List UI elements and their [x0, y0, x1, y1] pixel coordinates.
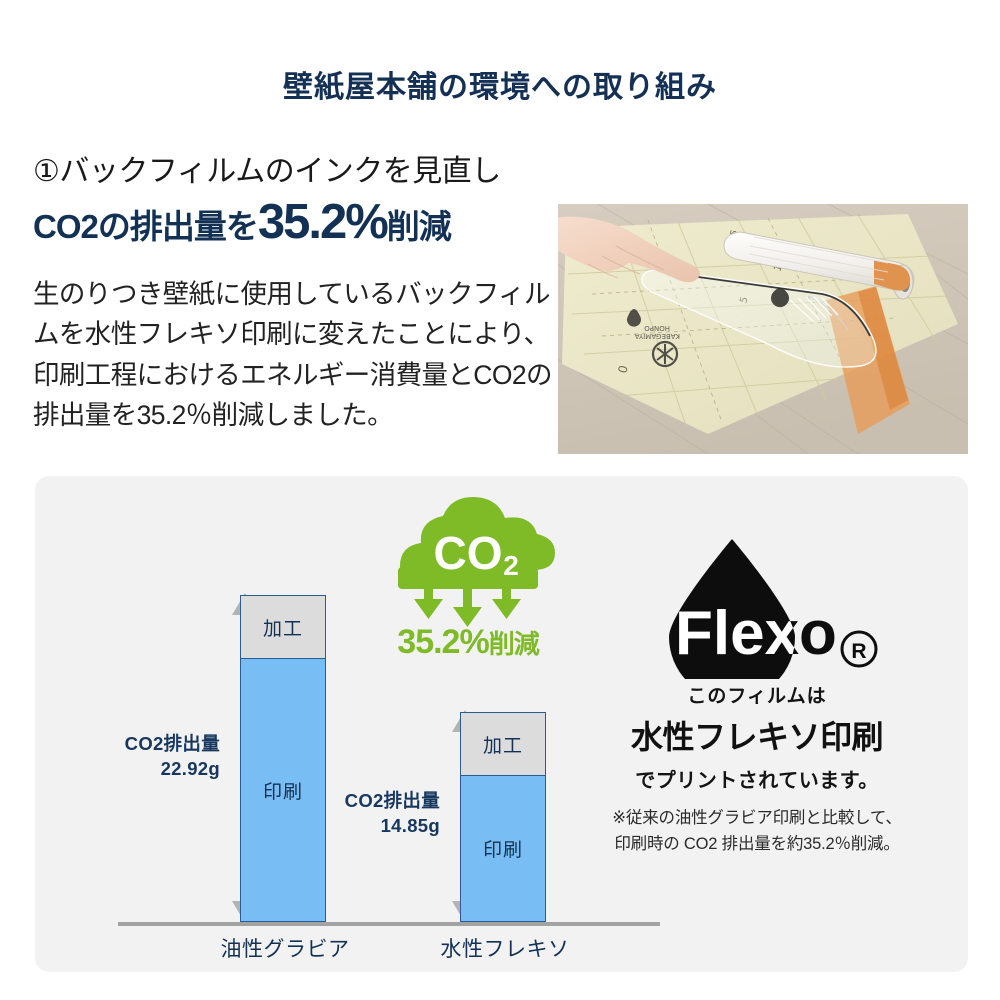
svg-text:0: 0	[615, 364, 631, 375]
co2-cloud-subscript: 2	[503, 550, 519, 581]
lead-heading-2-suffix: 削減	[386, 208, 452, 245]
emission-label-gravure: CO2排出量 22.92g	[95, 732, 220, 782]
bar-gravure-segment-processing: 加工	[241, 596, 325, 659]
bar-flexo: 加工 印刷	[460, 712, 546, 922]
co2-cloud-label: CO	[434, 527, 503, 579]
bar-flexo-segment-printing: 印刷	[461, 776, 545, 921]
flexo-note: ※従来の油性グラビア印刷と比較して、 印刷時の CO2 排出量を約35.2％削減…	[597, 805, 917, 858]
co2-bar-chart: CO2排出量 22.92g 加工 印刷 油性グラビア CO2排出量 14.85g…	[35, 476, 660, 972]
lead-heading-2: CO2の排出量を 35.2% 削減	[33, 198, 553, 247]
photo-illustration: 0 5 10 15 KABEGAMIYA HONPO	[558, 204, 968, 454]
reduction-percent-value: 35.2%	[257, 195, 389, 249]
flexo-note-line-1: ※従来の油性グラビア印刷と比較して、	[612, 809, 902, 827]
flexo-sub-text: でプリントされています。	[635, 770, 879, 792]
svg-text:KABEGAMIYA: KABEGAMIYA	[634, 332, 680, 340]
category-label-gravure: 油性グラビア	[220, 938, 350, 961]
flexo-main-text: 水性フレキソ印刷	[630, 719, 884, 755]
flexo-logo: Flexo Flexo R	[597, 537, 917, 679]
flexo-note-line-2: 印刷時の CO2 排出量を約35.2％削減。	[614, 835, 900, 854]
bar-flexo-segment-processing: 加工	[461, 713, 545, 776]
category-label-flexo: 水性フレキソ	[440, 938, 570, 961]
flexo-block: Flexo Flexo R このフィルムは 水性フレキソ印刷 でプリントされてい…	[597, 537, 917, 858]
co2-reduction-text: 35.2%削減	[368, 623, 568, 662]
svg-text:HONPO: HONPO	[644, 324, 670, 332]
lead-block: ①バックフィルムのインクを見直し CO2の排出量を 35.2% 削減	[33, 155, 553, 247]
flexo-caption: このフィルムは	[687, 686, 827, 707]
bar-gravure: 加工 印刷	[240, 595, 326, 922]
registered-trademark-icon: R	[851, 640, 866, 663]
emission-label-flexo: CO2排出量 14.85g	[315, 789, 440, 839]
body-paragraph: 生のりつき壁紙に使用しているバックフィルムを水性フレキソ印刷に変えたことにより、…	[33, 279, 552, 430]
co2-down-arrows	[414, 587, 521, 627]
lead-heading-1: ①バックフィルムのインクを見直し	[33, 155, 501, 188]
chart-baseline	[118, 922, 660, 926]
emission-label-flexo-value: 14.85g	[380, 814, 440, 836]
flexo-wordmark-shadow: Flexo	[675, 599, 837, 668]
flexo-droplet-icon: Flexo Flexo R	[669, 539, 878, 679]
bar-gravure-segment-printing: 印刷	[241, 659, 325, 921]
emission-label-flexo-title: CO2排出量	[344, 790, 440, 811]
flexo-wordmark: Flexo	[675, 599, 837, 668]
wallpaper-roll-photo: 0 5 10 15 KABEGAMIYA HONPO	[558, 204, 968, 454]
co2-cloud-icon: CO 2	[398, 497, 555, 627]
co2-reduction-graphic: CO 2 35.2%削減	[368, 497, 568, 677]
emission-label-gravure-value: 22.92g	[160, 757, 220, 779]
co2-reduction-percent: 35.2%	[397, 623, 489, 661]
lead-heading-2-prefix: CO2の排出量を	[33, 208, 259, 245]
page-title: 壁紙屋本舗の環境への取り組み	[283, 71, 717, 104]
emission-label-gravure-title: CO2排出量	[124, 733, 220, 754]
co2-reduction-word: 削減	[488, 629, 540, 659]
